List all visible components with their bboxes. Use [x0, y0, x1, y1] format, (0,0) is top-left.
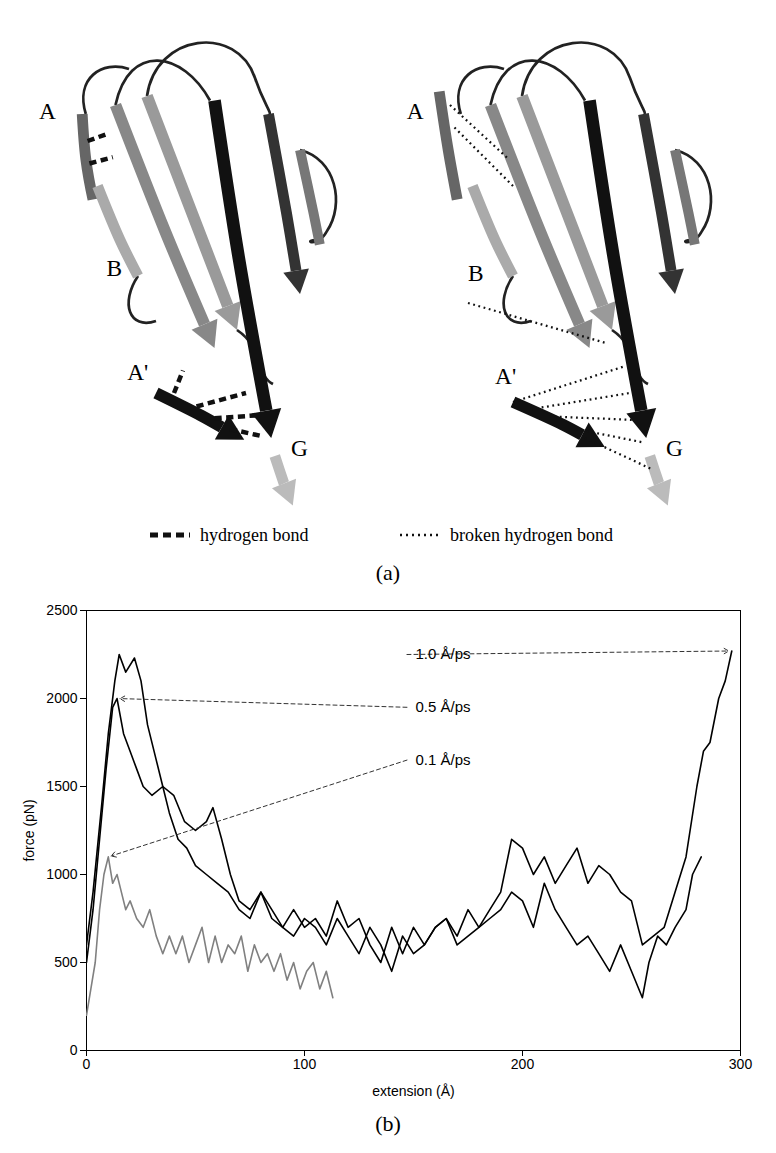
svg-text:1500: 1500 [46, 778, 77, 794]
svg-text:0.1 Å/ps: 0.1 Å/ps [416, 751, 471, 768]
svg-text:A: A [407, 98, 424, 124]
svg-text:extension (Å): extension (Å) [372, 1083, 454, 1099]
svg-text:300: 300 [729, 1056, 753, 1072]
svg-text:B: B [106, 255, 122, 281]
svg-text:(a): (a) [376, 560, 400, 585]
svg-text:A': A' [127, 359, 148, 385]
svg-text:1000: 1000 [46, 866, 77, 882]
svg-text:A: A [39, 98, 56, 124]
svg-text:B: B [468, 260, 484, 286]
svg-text:A': A' [495, 363, 516, 389]
svg-text:0: 0 [70, 1042, 78, 1058]
svg-text:500: 500 [54, 954, 78, 970]
svg-text:G: G [666, 435, 683, 461]
svg-text:force (pN): force (pN) [21, 799, 37, 861]
svg-text:200: 200 [511, 1056, 535, 1072]
svg-text:broken hydrogen bond: broken hydrogen bond [450, 525, 613, 545]
svg-text:2500: 2500 [46, 602, 77, 618]
svg-text:2000: 2000 [46, 690, 77, 706]
svg-text:1.0 Å/ps: 1.0 Å/ps [416, 645, 471, 662]
html-text:(b): (b) [375, 1111, 401, 1136]
svg-text:hydrogen bond: hydrogen bond [200, 525, 308, 545]
svg-text:100: 100 [293, 1056, 317, 1072]
svg-text:0.5 Å/ps: 0.5 Å/ps [416, 698, 471, 715]
svg-text:0: 0 [83, 1056, 91, 1072]
svg-text:G: G [291, 435, 308, 461]
